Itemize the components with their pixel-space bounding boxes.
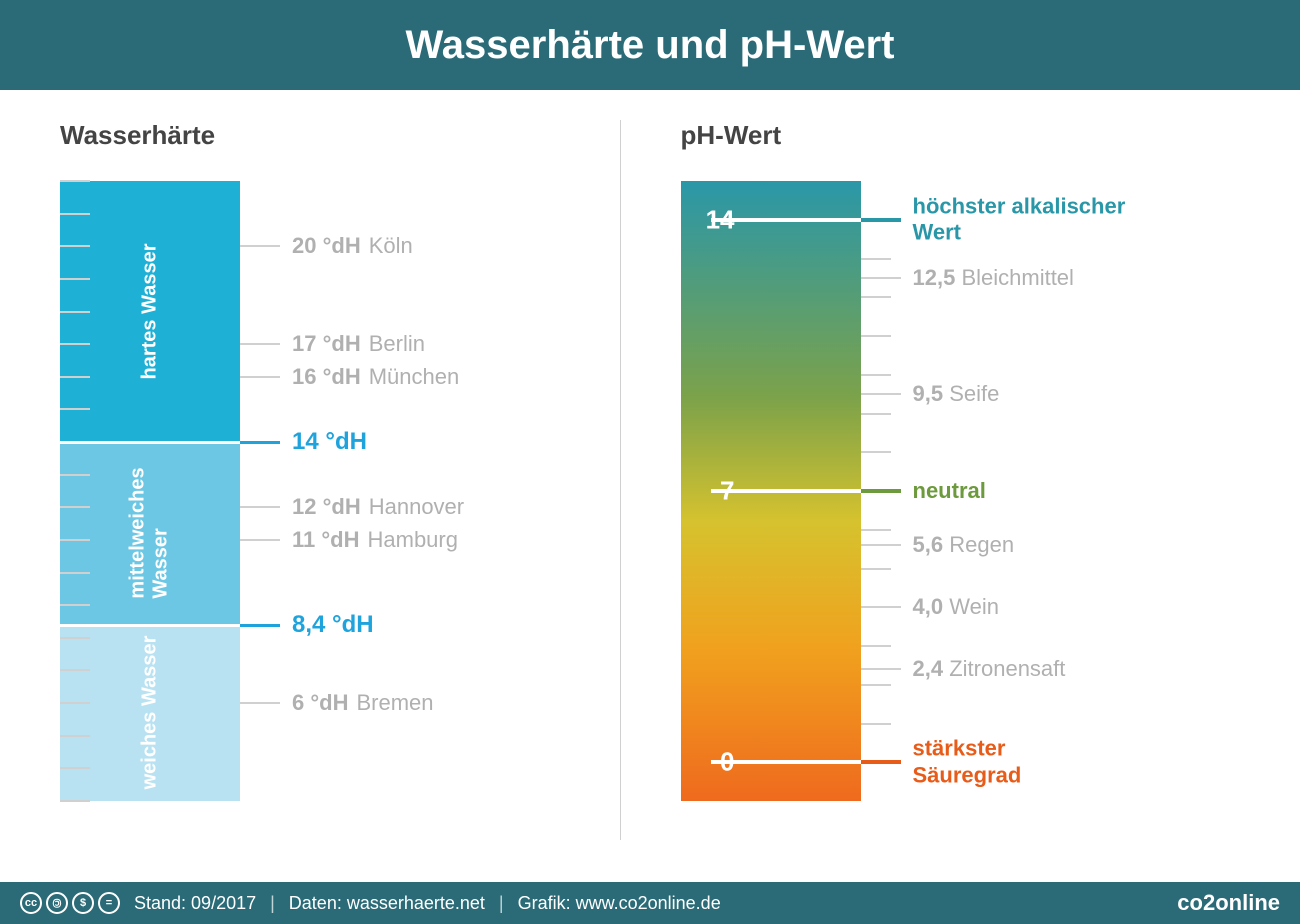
wh-city-tick	[240, 245, 280, 247]
ph-label-tick	[861, 277, 901, 279]
wh-tick	[60, 311, 90, 313]
footer-grafik: Grafik: www.co2online.de	[518, 893, 721, 914]
footer-sep: |	[270, 893, 275, 914]
footer-daten: Daten: wasserhaerte.net	[289, 893, 485, 914]
ph-title: pH-Wert	[681, 120, 1241, 151]
wh-threshold-divider	[60, 624, 240, 627]
col-ph: pH-Wert 14 7 0 höchster alkalischerWert 12,5…	[620, 120, 1241, 840]
wh-tick	[60, 572, 90, 574]
wh-city-label: 20 °dHKöln	[292, 233, 413, 259]
ph-label-tick	[861, 606, 901, 608]
wh-tick	[60, 506, 90, 508]
wh-tick	[60, 604, 90, 606]
wh-tick	[60, 669, 90, 671]
ph-label-tick	[861, 393, 901, 395]
wh-tick	[60, 213, 90, 215]
wh-city-tick	[240, 376, 280, 378]
ph-label: 4,0 Wein	[913, 594, 999, 620]
ph-minor-tick	[861, 645, 891, 647]
ph-label-tick	[861, 489, 901, 493]
col-wasserhaerte: Wasserhärte hartes WassermittelweichesWa…	[60, 120, 620, 840]
ph-axis-number: 7	[681, 476, 741, 507]
wh-threshold-tick	[240, 441, 280, 444]
wh-tick	[60, 343, 90, 345]
wh-tick	[60, 800, 90, 802]
wh-threshold-label: 14 °dH	[292, 428, 367, 456]
ph-label: höchster alkalischerWert	[913, 193, 1126, 246]
ph-minor-tick	[861, 335, 891, 337]
ph-label: 2,4 Zitronensaft	[913, 656, 1066, 682]
by-icon: 🄯	[46, 892, 68, 914]
footer-logo: co2online	[1177, 890, 1280, 916]
ph-axis-number: 0	[681, 747, 741, 778]
ph-minor-tick	[861, 684, 891, 686]
wh-bar: hartes WassermittelweichesWasserweiches …	[60, 181, 240, 801]
ph-label: neutral	[913, 478, 986, 504]
ph-label-tick	[861, 668, 901, 670]
wh-segment: weiches Wasser	[60, 625, 240, 801]
wh-tick	[60, 539, 90, 541]
wh-tick	[60, 245, 90, 247]
content-area: Wasserhärte hartes WassermittelweichesWa…	[20, 90, 1280, 860]
ph-minor-tick	[861, 413, 891, 415]
wh-city-label: 11 °dHHamburg	[292, 527, 458, 553]
ph-minor-tick	[861, 296, 891, 298]
wh-tick	[60, 474, 90, 476]
wh-tick	[60, 735, 90, 737]
ph-minor-tick	[861, 568, 891, 570]
footer-stand: Stand: 09/2017	[134, 893, 256, 914]
wh-threshold-label: 8,4 °dH	[292, 611, 374, 639]
ph-minor-tick	[861, 723, 891, 725]
ph-label: 5,6 Regen	[913, 532, 1015, 558]
header-bar: Wasserhärte und pH-Wert	[0, 0, 1300, 90]
ph-label-tick	[861, 218, 901, 222]
page-title: Wasserhärte und pH-Wert	[406, 23, 895, 68]
ph-label: 9,5 Seife	[913, 381, 1000, 407]
wh-tick	[60, 767, 90, 769]
wh-city-tick	[240, 702, 280, 704]
ph-label-tick	[861, 544, 901, 546]
nd-icon: =	[98, 892, 120, 914]
ph-label: 12,5 Bleichmittel	[913, 265, 1074, 291]
wh-city-label: 16 °dHMünchen	[292, 364, 459, 390]
wh-city-label: 6 °dHBremen	[292, 690, 434, 716]
cc-icons: cc 🄯 $ =	[20, 892, 120, 914]
wh-city-label: 12 °dHHannover	[292, 494, 464, 520]
infographic-canvas: Wasserhärte und pH-Wert Wasserhärte hart…	[0, 0, 1300, 924]
wh-city-label: 17 °dHBerlin	[292, 331, 425, 357]
wh-city-tick	[240, 343, 280, 345]
wh-threshold-divider	[60, 441, 240, 444]
ph-chart: 14 7 0 höchster alkalischerWert 12,5 Bleichm…	[681, 181, 1241, 801]
wh-tick	[60, 180, 90, 182]
wh-chart: hartes WassermittelweichesWasserweiches …	[60, 181, 620, 801]
ph-minor-tick	[861, 374, 891, 376]
wh-tick	[60, 408, 90, 410]
ph-label: stärksterSäuregrad	[913, 736, 1022, 789]
wh-city-tick	[240, 506, 280, 508]
wh-tick	[60, 376, 90, 378]
footer-bar: cc 🄯 $ = Stand: 09/2017 | Daten: wasserh…	[0, 882, 1300, 924]
ph-minor-tick	[861, 451, 891, 453]
cc-icon: cc	[20, 892, 42, 914]
ph-minor-tick	[861, 529, 891, 531]
ph-label-tick	[861, 760, 901, 764]
ph-minor-tick	[861, 258, 891, 260]
wh-city-tick	[240, 539, 280, 541]
footer-sep: |	[499, 893, 504, 914]
wh-tick	[60, 278, 90, 280]
wh-title: Wasserhärte	[60, 120, 620, 151]
wh-segment: mittelweichesWasser	[60, 442, 240, 625]
nc-icon: $	[72, 892, 94, 914]
wh-threshold-tick	[240, 624, 280, 627]
wh-tick	[60, 637, 90, 639]
wh-tick	[60, 702, 90, 704]
ph-axis-number: 14	[681, 204, 741, 235]
